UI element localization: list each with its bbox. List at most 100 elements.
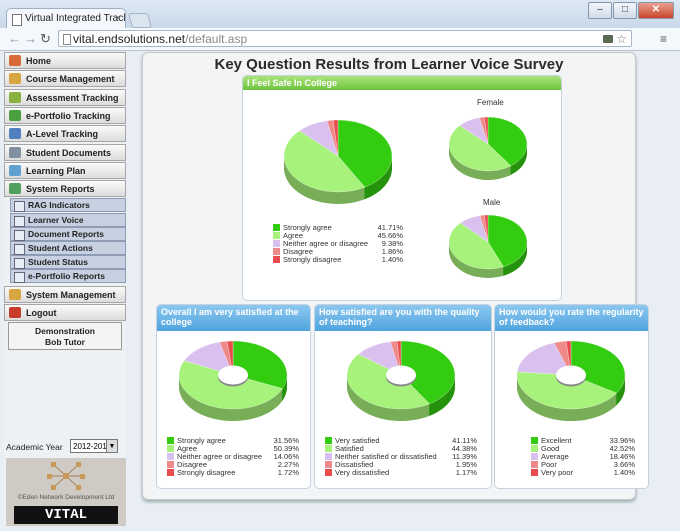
legend-value: 41.11% xyxy=(452,436,477,445)
nav-item-home[interactable]: Home xyxy=(4,52,126,69)
legend-swatch xyxy=(531,437,538,444)
legend-item: Good 42.52% xyxy=(531,445,639,453)
page-icon xyxy=(12,14,22,26)
logo-text: VITAL xyxy=(14,506,118,524)
legend-value: 1.72% xyxy=(277,468,299,477)
new-tab-button[interactable] xyxy=(127,13,153,28)
academic-year-select[interactable]: 2012-2013 ▼ xyxy=(70,439,118,453)
legend-value: 1.95% xyxy=(455,460,477,469)
pie-slice[interactable] xyxy=(400,340,456,405)
chart-legend: Strongly agree 31.56% Agree 50.39% Neither a… xyxy=(167,437,302,477)
subnav-item-label: Student Actions xyxy=(28,243,93,253)
nav-item-label: Learning Plan xyxy=(26,165,86,176)
extension-icon[interactable] xyxy=(603,35,613,43)
legend-item: Agree 50.39% xyxy=(167,445,302,453)
pie-slice[interactable] xyxy=(484,116,489,145)
nav-item-label: Course Management xyxy=(26,74,115,85)
forward-icon[interactable]: → xyxy=(24,31,37,46)
star-icon[interactable]: ☆ xyxy=(616,32,627,46)
nav-item-logout[interactable]: Logout xyxy=(4,303,126,321)
user-role: Demonstration xyxy=(35,326,95,336)
donut-hole xyxy=(386,365,416,385)
nav-item-system-reports[interactable]: System Reports xyxy=(4,180,126,198)
legend-value: 42.52% xyxy=(609,444,635,453)
pie-slice[interactable] xyxy=(337,119,393,188)
legend-value: 9.38% xyxy=(381,239,403,248)
pie-slice[interactable] xyxy=(448,125,512,172)
documents-icon xyxy=(9,146,21,158)
browser-titlebar: Virtual Integrated Trackin × – □ ✕ xyxy=(0,0,680,28)
nav-item-system-management[interactable]: System Management xyxy=(4,285,126,303)
legend-value: 18.46% xyxy=(609,452,635,461)
close-window-button[interactable]: ✕ xyxy=(638,2,674,19)
legend-swatch xyxy=(531,453,538,460)
nav-item-label: Student Documents xyxy=(26,147,112,158)
nav-item-assessment-tracking[interactable]: Assessment Tracking xyxy=(4,88,126,106)
subnav-item-e-portfolio-reports[interactable]: e-Portfolio Reports xyxy=(10,269,126,284)
pie-slice[interactable] xyxy=(487,214,528,267)
nav-item-label: e-Portfolio Tracking xyxy=(26,110,111,121)
legend-label: Satisfied xyxy=(335,444,364,453)
subnav-item-rag-indicators[interactable]: RAG Indicators xyxy=(10,198,126,213)
pie-slice[interactable] xyxy=(484,214,489,243)
nav-item-course-management[interactable]: Course Management xyxy=(4,70,126,88)
maximize-button[interactable]: □ xyxy=(613,2,637,19)
reload-icon[interactable]: ↻ xyxy=(40,31,51,46)
legend-item: Strongly agree 41.71% xyxy=(273,224,413,232)
nav-item-a-level-tracking[interactable]: A-Level Tracking xyxy=(4,125,126,143)
nav-item-student-documents[interactable]: Student Documents xyxy=(4,143,126,161)
legend-item: Neither agree or disagree 9.38% xyxy=(273,240,413,248)
legend-item: Disagree 2.27% xyxy=(167,461,302,469)
pie-slice[interactable] xyxy=(283,130,366,193)
logout-icon xyxy=(9,306,21,318)
user-info: Demonstration Bob Tutor xyxy=(8,322,122,350)
pie-slice[interactable] xyxy=(333,119,339,157)
legend-swatch xyxy=(167,445,174,452)
legend-item: Satisfied 44.38% xyxy=(325,445,483,453)
pie-chart-female xyxy=(448,116,528,180)
report-icon xyxy=(14,272,25,284)
legend-label: Neither satisfied or dissatisfied xyxy=(335,452,437,461)
pie-slice[interactable] xyxy=(448,222,504,270)
subnav-item-document-reports[interactable]: Document Reports xyxy=(10,226,126,241)
minimize-button[interactable]: – xyxy=(588,2,612,19)
browser-tab[interactable]: Virtual Integrated Trackin × xyxy=(6,8,126,28)
chart-title: I Feel Safe In College xyxy=(243,76,561,90)
nav-item-e-portfolio-tracking[interactable]: e-Portfolio Tracking xyxy=(4,106,126,124)
donut-hole xyxy=(556,365,586,385)
page-title: Key Question Results from Learner Voice … xyxy=(214,56,564,73)
subnav-item-label: Learner Voice xyxy=(28,214,84,225)
nav-item-label: Home xyxy=(26,56,52,66)
legend-label: Strongly agree xyxy=(177,436,226,445)
report-icon xyxy=(14,215,25,227)
legend-label: Strongly disagree xyxy=(283,255,342,264)
nav-item-label: Logout xyxy=(26,307,57,318)
legend-swatch xyxy=(273,248,280,255)
subnav-item-learner-voice[interactable]: Learner Voice xyxy=(10,212,126,227)
browser-toolbar: ← → ↻ vital.endsolutions.net/default.asp… xyxy=(0,28,680,51)
legend-label: Disagree xyxy=(177,460,208,469)
tab-close-icon[interactable]: × xyxy=(115,13,121,24)
legend-item: Average 18.46% xyxy=(531,453,639,461)
subnav-item-student-actions[interactable]: Student Actions xyxy=(10,241,126,255)
pie-slice[interactable] xyxy=(487,116,528,167)
logo-copyright: ©Eden Network Development Ltd xyxy=(17,494,115,501)
legend-label: Agree xyxy=(283,231,304,240)
menu-icon[interactable]: ≡ xyxy=(660,32,668,46)
legend-label: Excellent xyxy=(541,436,572,445)
nav-item-label: Assessment Tracking xyxy=(26,92,119,103)
main-content: Key Question Results from Learner Voice … xyxy=(142,52,649,500)
pie-slice[interactable] xyxy=(517,342,572,376)
back-icon[interactable]: ← xyxy=(8,31,21,46)
nav-item-learning-plan[interactable]: Learning Plan xyxy=(4,161,126,179)
chart-panel-safe: I Feel Safe In College Female Male Stron… xyxy=(242,75,562,301)
legend-label: Average xyxy=(541,452,569,461)
tab-title: Virtual Integrated Trackin xyxy=(25,13,126,24)
subnav-item-student-status[interactable]: Student Status xyxy=(10,255,126,270)
legend-value: 1.40% xyxy=(381,255,403,264)
pie-slice[interactable] xyxy=(516,371,617,410)
legend-item: Very poor 1.40% xyxy=(531,469,639,477)
address-bar[interactable]: vital.endsolutions.net/default.asp ☆ xyxy=(58,30,632,47)
legend-swatch xyxy=(167,469,174,476)
legend-label: Strongly agree xyxy=(283,223,332,232)
